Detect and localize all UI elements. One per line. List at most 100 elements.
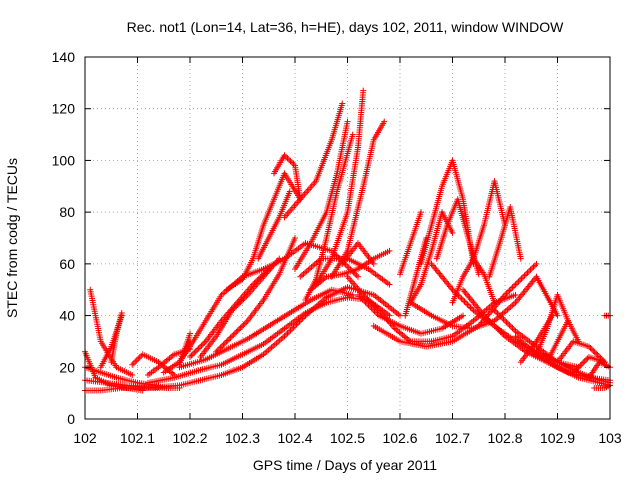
x-tick-label: 102.8: [487, 430, 522, 446]
series-26: [328, 118, 388, 280]
chart-title: Rec. not1 (Lon=14, Lat=36, h=HE), days 1…: [127, 19, 564, 35]
plus-marker: [284, 330, 291, 337]
series-41: [407, 273, 561, 332]
plus-marker: [237, 324, 244, 331]
plus-marker: [593, 350, 600, 357]
plus-marker: [363, 294, 370, 301]
plus-marker: [503, 319, 510, 326]
plus-marker: [218, 343, 225, 350]
plus-marker: [529, 265, 535, 272]
plus-marker: [588, 346, 595, 353]
plus-marker: [587, 345, 594, 352]
plus-marker: [463, 300, 469, 307]
y-tick-label: 60: [59, 256, 75, 272]
y-axis-label: STEC from codg / TECUs: [4, 158, 20, 318]
series-47: [533, 291, 571, 358]
plus-marker: [361, 293, 368, 300]
plus-marker: [286, 188, 293, 195]
plus-marker: [458, 295, 465, 302]
series-39: [470, 178, 508, 262]
plus-marker: [243, 319, 250, 326]
series-29: [307, 247, 393, 293]
plus-marker: [570, 369, 577, 376]
plus-marker: [283, 331, 289, 338]
series-7: [108, 309, 125, 366]
plus-marker: [515, 278, 522, 285]
plus-marker: [397, 312, 403, 319]
plus-marker: [460, 312, 466, 319]
series-12: [118, 284, 403, 391]
plus-marker: [533, 260, 540, 267]
plus-marker: [360, 87, 367, 94]
x-tick-label: 102.2: [172, 430, 207, 446]
plus-marker: [491, 299, 498, 306]
plus-marker: [530, 263, 537, 270]
series-48: [544, 317, 582, 366]
plus-marker: [583, 356, 590, 363]
plus-marker: [241, 320, 248, 327]
plus-marker: [287, 158, 294, 165]
plus-marker: [198, 342, 205, 349]
series-33: [397, 209, 424, 278]
plus-marker: [511, 326, 517, 333]
plus-marker: [509, 325, 516, 332]
plus-marker: [520, 274, 526, 281]
plus-marker: [521, 272, 528, 279]
plus-marker: [197, 344, 204, 351]
series-43: [460, 286, 613, 384]
plus-marker: [292, 235, 298, 241]
plus-marker: [506, 322, 513, 329]
plus-marker: [554, 312, 561, 319]
plus-marker: [508, 323, 514, 330]
plus-marker: [469, 305, 475, 312]
plus-marker: [349, 131, 356, 138]
plus-marker: [524, 269, 531, 276]
y-tick-label: 40: [59, 308, 75, 324]
series-18: [213, 235, 298, 355]
plus-marker: [187, 330, 193, 337]
plus-marker: [129, 361, 136, 368]
plus-marker: [475, 271, 482, 278]
plus-marker: [502, 317, 508, 324]
plus-marker: [512, 291, 519, 298]
plus-marker: [192, 348, 199, 355]
plus-marker: [590, 347, 597, 354]
plus-marker: [191, 349, 198, 356]
plus-marker: [240, 296, 247, 303]
plus-marker: [418, 209, 424, 216]
y-tick-label: 140: [52, 49, 76, 65]
plus-marker: [130, 360, 137, 367]
plus-marker: [349, 291, 356, 298]
plus-marker: [223, 338, 230, 345]
series-25: [313, 87, 367, 288]
plus-marker: [370, 260, 377, 267]
series-13: [145, 294, 393, 386]
plus-marker: [201, 339, 208, 346]
plus-marker: [373, 304, 380, 311]
x-tick-label: 103: [598, 430, 622, 446]
plus-marker: [231, 304, 238, 311]
plus-marker: [386, 247, 393, 254]
plus-marker: [499, 314, 505, 321]
plus-marker: [231, 330, 238, 337]
plus-marker: [344, 118, 351, 125]
plus-marker: [505, 320, 511, 327]
series-35: [407, 209, 456, 306]
plus-marker: [518, 275, 525, 282]
plus-marker: [509, 284, 516, 291]
plus-marker: [234, 327, 241, 334]
axis-ticks: 102 102.1 102.2 102.3 102.4 102.5 102.6 102.7 10…: [52, 49, 622, 446]
plus-marker: [594, 352, 601, 359]
series-34: [402, 235, 430, 319]
plus-marker: [286, 156, 292, 163]
plus-marker: [345, 264, 352, 271]
plus-marker: [586, 343, 592, 350]
plus-marker: [195, 345, 202, 352]
plus-marker: [233, 303, 240, 310]
plus-marker: [188, 352, 195, 359]
series-17: [197, 255, 283, 360]
plus-marker: [575, 363, 582, 370]
plus-marker: [133, 357, 140, 364]
plus-marker: [517, 255, 524, 262]
series-38: [449, 255, 498, 306]
